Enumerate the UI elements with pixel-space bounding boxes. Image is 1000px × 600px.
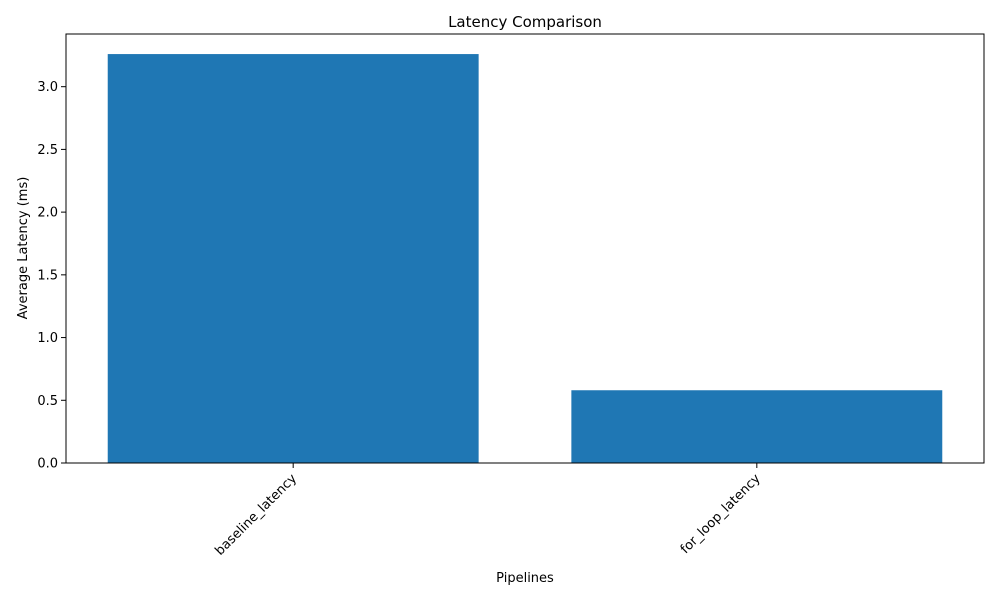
y-tick-label: 0.5 bbox=[37, 394, 58, 409]
plot-frame bbox=[65, 33, 985, 464]
x-axis: baseline_latency for_loop_latency bbox=[213, 463, 764, 559]
y-axis-label: Average Latency (ms) bbox=[16, 177, 31, 320]
y-tick-label: 0.0 bbox=[37, 457, 58, 472]
x-tick-label: for_loop_latency bbox=[678, 471, 764, 557]
y-tick-label: 3.0 bbox=[37, 80, 58, 95]
y-tick-label: 1.0 bbox=[37, 331, 58, 346]
y-tick-label: 2.0 bbox=[37, 206, 58, 221]
x-tick-label: baseline_latency bbox=[213, 471, 301, 559]
bar-baseline_latency bbox=[107, 54, 479, 463]
bar-for_loop_latency bbox=[571, 390, 943, 463]
x-axis-label: Pipelines bbox=[496, 571, 554, 586]
y-axis: 0.0 0.5 1.0 1.5 2.0 2.5 3.0 bbox=[37, 80, 66, 472]
y-tick-label: 1.5 bbox=[37, 268, 58, 283]
chart-title: Latency Comparison bbox=[448, 13, 602, 31]
plot-area bbox=[107, 54, 943, 463]
y-tick-label: 2.5 bbox=[37, 143, 58, 158]
